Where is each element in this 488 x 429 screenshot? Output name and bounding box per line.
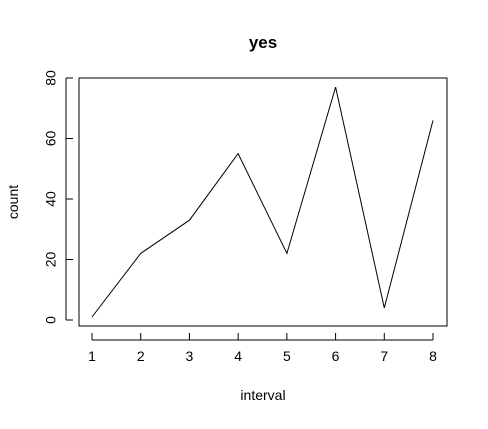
data-point	[92, 316, 93, 317]
y-axis: 0 20 40 60 80	[43, 70, 73, 324]
x-tick-label: 7	[380, 348, 388, 364]
chart-title: yes	[249, 33, 277, 52]
data-point	[238, 153, 239, 154]
data-point	[335, 87, 336, 88]
y-tick-label: 60	[43, 131, 59, 147]
x-tick-label: 1	[88, 348, 96, 364]
data-point	[140, 253, 141, 254]
x-tick-label: 3	[186, 348, 194, 364]
x-tick-label: 6	[332, 348, 340, 364]
data-point	[384, 307, 385, 308]
x-tick-label: 4	[234, 348, 242, 364]
y-tick-label: 0	[43, 316, 59, 324]
plot-frame	[78, 77, 448, 327]
y-tick-label: 20	[43, 252, 59, 268]
x-tick-label: 2	[137, 348, 145, 364]
y-axis-label: count	[5, 185, 21, 219]
data-point	[189, 220, 190, 221]
x-axis-label: interval	[240, 387, 285, 403]
y-tick-label: 80	[43, 70, 59, 86]
data-point	[286, 253, 287, 254]
series-line	[91, 86, 434, 318]
y-tick-label: 40	[43, 191, 59, 207]
x-tick-label: 8	[429, 348, 437, 364]
plot-area	[78, 77, 448, 327]
x-tick-label: 5	[283, 348, 291, 364]
x-axis: 1 2 3 4 5 6 7 8	[88, 333, 437, 364]
data-point	[433, 120, 434, 121]
